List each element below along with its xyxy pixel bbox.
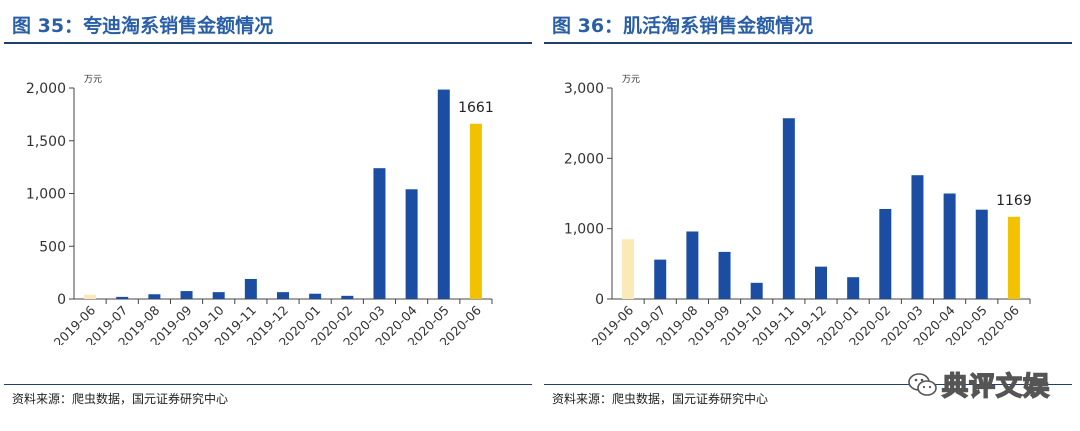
bar-2020-01 xyxy=(847,277,860,299)
title-divider xyxy=(4,42,532,44)
bar-2020-02 xyxy=(341,295,354,299)
title-divider xyxy=(544,42,1072,44)
y-axis-unit-label: 万元 xyxy=(84,75,102,85)
bar-2019-06 xyxy=(622,239,635,299)
bar-2020-06 xyxy=(469,123,482,300)
bar-2020-03 xyxy=(373,168,386,299)
chart-panel-36: 图 36：肌活淘系销售金额情况 0 1,000 2,000 3,000 万元 2019-0… xyxy=(540,0,1080,431)
bar-2019-07 xyxy=(116,296,129,299)
data-label: 1661 xyxy=(458,100,494,116)
y-tick-label: 1,000 xyxy=(564,222,604,238)
y-tick-label: 1,500 xyxy=(26,134,66,150)
watermark-text: 典评文娱 xyxy=(941,371,1050,403)
bar-2019-06 xyxy=(84,294,97,299)
bar-2020-04 xyxy=(405,189,418,299)
data-label: 1169 xyxy=(996,193,1032,209)
bar-2020-05 xyxy=(975,209,988,299)
watermark: 典评文娱 xyxy=(908,366,1050,403)
bar-2020-05 xyxy=(437,89,450,299)
y-tick-label: 1,000 xyxy=(26,187,66,203)
figure-title: 图 36：肌活淘系销售金额情况 xyxy=(552,11,813,38)
y-tick-label: 500 xyxy=(39,239,66,255)
figure-title-text: 夸迪淘系销售金额情况 xyxy=(83,15,274,37)
source-divider xyxy=(544,384,1072,385)
bar-chart-36: 01,0002,0003,000万元2019-062019-072019-082… xyxy=(564,75,1032,345)
bar-2019-10 xyxy=(750,282,763,299)
bar-2020-04 xyxy=(943,193,956,299)
bar-2020-02 xyxy=(879,208,892,299)
bar-2019-11 xyxy=(782,118,795,299)
source-note: 资料来源：爬虫数据，国元证券研究中心 xyxy=(552,392,769,406)
bar-2019-12 xyxy=(815,266,827,299)
y-tick-label: 0 xyxy=(595,292,604,308)
bar-2019-09 xyxy=(180,291,193,299)
source-divider xyxy=(4,384,532,385)
bar-2019-12 xyxy=(277,292,289,299)
bar-2019-09 xyxy=(718,251,731,299)
y-tick-label: 0 xyxy=(57,292,66,308)
bar-2019-08 xyxy=(686,231,699,299)
figure-number: 图 36： xyxy=(552,15,624,37)
source-note: 资料来源：爬虫数据，国元证券研究中心 xyxy=(12,392,229,406)
bar-2020-03 xyxy=(911,175,924,299)
bar-2019-11 xyxy=(244,278,257,299)
wechat-icon xyxy=(908,372,937,396)
figure-title-text: 肌活淘系销售金额情况 xyxy=(623,15,814,37)
y-tick-label: 3,000 xyxy=(564,81,604,97)
bar-2019-07 xyxy=(654,259,667,299)
y-axis-unit-label: 万元 xyxy=(622,75,640,85)
chart-panel-35: 图 35：夸迪淘系销售金额情况 0 500 1,000 1,500 2,000 万元 201… xyxy=(4,11,532,406)
bar-2019-10 xyxy=(212,292,225,299)
figure-title: 图 35：夸迪淘系销售金额情况 xyxy=(12,11,273,38)
bar-chart-35: 05001,0001,5002,000万元2019-062019-072019-… xyxy=(26,75,494,345)
bar-2020-01 xyxy=(309,293,322,299)
y-tick-label: 2,000 xyxy=(564,151,604,167)
bar-2019-08 xyxy=(148,294,161,299)
y-tick-label: 2,000 xyxy=(26,81,66,97)
figure-number: 图 35： xyxy=(12,15,84,37)
bar-2020-06 xyxy=(1007,216,1020,299)
